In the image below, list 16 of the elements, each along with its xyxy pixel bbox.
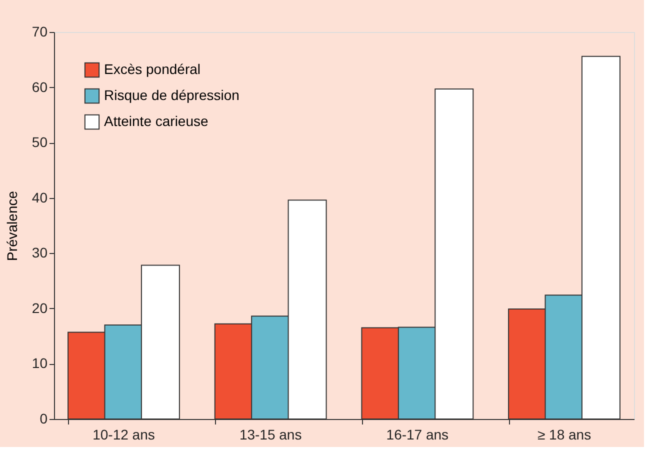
x-tick-label: 16-17 ans — [386, 426, 449, 442]
y-tick-label: 50 — [32, 134, 48, 150]
x-tick-label: ≥ 18 ans — [537, 426, 592, 442]
y-tick-label: 60 — [32, 78, 48, 95]
x-tick-label: 10-12 ans — [92, 426, 155, 442]
legend-label: Atteinte carieuse — [104, 113, 208, 129]
legend-label: Excès pondéral — [104, 61, 201, 77]
x-tick-label: 13-15 ans — [239, 426, 302, 442]
y-tick-label: 40 — [32, 189, 48, 206]
y-tick-label: 30 — [32, 244, 48, 261]
y-axis-title: Prévalence — [4, 190, 20, 262]
y-tick-label: 20 — [32, 300, 48, 316]
legend-label: Risque de dépression — [104, 87, 240, 103]
y-tick-label: 0 — [40, 410, 48, 426]
y-tick-label: 70 — [32, 24, 48, 40]
y-tick-label: 10 — [32, 355, 48, 372]
